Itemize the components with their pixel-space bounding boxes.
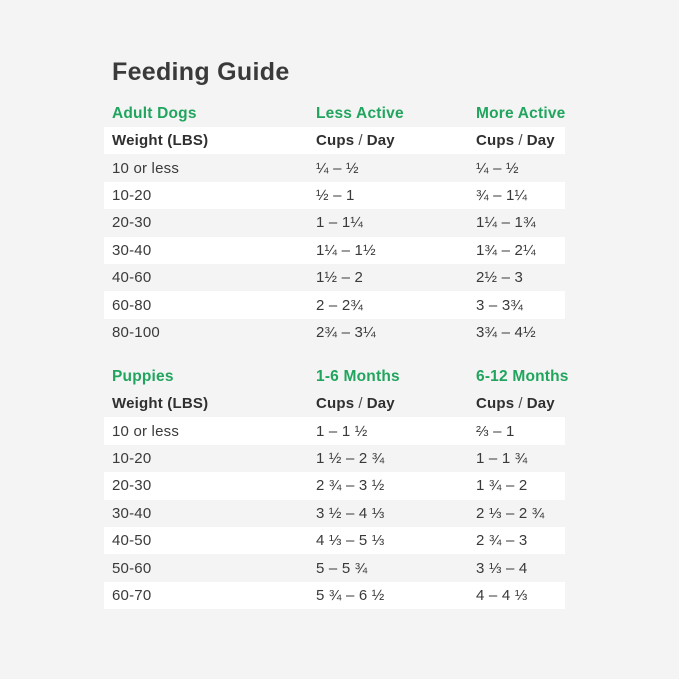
- weight-cell: 10-20: [112, 186, 152, 204]
- slash-text: /: [358, 395, 363, 413]
- table-row: 10-20 ½ – 1 ¾ – 1¼: [104, 181, 565, 210]
- weight-cell: 10-20: [112, 449, 152, 467]
- months-6-12-cell: 3 ⅓ – 4: [476, 559, 528, 577]
- table-row: 10-20 1 ½ – 2 ¾ 1 – 1 ¾: [104, 445, 565, 472]
- day-text: Day: [526, 132, 555, 150]
- adult-dogs-group-header: Adult Dogs Less Active More Active: [104, 100, 565, 127]
- slash-text: /: [518, 132, 523, 150]
- months-1-6-cell: 4 ⅓ – 5 ⅓: [316, 532, 385, 550]
- more-active-cell: 3 – 3¾: [476, 296, 524, 314]
- table-row: 30-40 1¼ – 1½ 1¾ – 2¼: [104, 236, 565, 264]
- months-1-6-label: 1-6 Months: [316, 367, 400, 385]
- weight-cell: 20-30: [112, 477, 152, 495]
- more-active-cell: 2½ – 3: [476, 269, 524, 287]
- table-row: 20-30 1 – 1¼ 1¼ – 1¾: [104, 209, 565, 236]
- cups-day-header: Cups / Day: [316, 395, 476, 412]
- less-active-cell: ¼ – ½: [316, 159, 359, 177]
- cups-day-header: Cups / Day: [476, 395, 565, 412]
- less-active-cell: 1½ – 2: [316, 269, 364, 287]
- weight-cell: 20-30: [112, 214, 152, 232]
- weight-cell: 40-50: [112, 532, 152, 550]
- adult-dogs-rows: Weight (LBS) Cups / Day Cups / Day 10 or les…: [104, 127, 565, 346]
- adult-dogs-table: Adult Dogs Less Active More Active Weigh…: [104, 100, 565, 346]
- puppies-table: Puppies 1-6 Months 6-12 Months Weight (L…: [104, 363, 569, 610]
- months-6-12-cell: 1 – 1 ¾: [476, 449, 528, 467]
- months-6-12-cell: ⅔ – 1: [476, 422, 515, 440]
- puppies-group-header: Puppies 1-6 Months 6-12 Months: [104, 363, 569, 390]
- table-row: 10 or less ¼ – ½ ¼ – ½: [104, 154, 565, 181]
- table-row: 60-80 2 – 2¾ 3 – 3¾: [104, 291, 565, 319]
- column-header-row: Weight (LBS) Cups / Day Cups / Day: [104, 390, 565, 417]
- column-header-row: Weight (LBS) Cups / Day Cups / Day: [104, 127, 565, 155]
- less-active-cell: 2 – 2¾: [316, 296, 364, 314]
- months-6-12-label: 6-12 Months: [476, 367, 569, 385]
- months-1-6-cell: 1 ½ – 2 ¾: [316, 449, 385, 467]
- more-active-cell: ¾ – 1¼: [476, 186, 528, 204]
- table-row: 50-60 5 – 5 ¾ 3 ⅓ – 4: [104, 554, 565, 581]
- page-title: Feeding Guide: [112, 58, 290, 86]
- months-1-6-cell: 5 ¾ – 6 ½: [316, 586, 385, 604]
- table-row: 40-50 4 ⅓ – 5 ⅓ 2 ¾ – 3: [104, 526, 565, 555]
- cups-text: Cups: [476, 395, 515, 413]
- table-row: 10 or less 1 – 1 ½ ⅔ – 1: [104, 417, 565, 445]
- more-active-label: More Active: [476, 104, 566, 122]
- less-active-label: Less Active: [316, 104, 404, 122]
- months-1-6-cell: 2 ¾ – 3 ½: [316, 477, 385, 495]
- more-active-cell: 1¾ – 2¼: [476, 241, 536, 259]
- more-active-cell: ¼ – ½: [476, 159, 519, 177]
- weight-cell: 50-60: [112, 559, 152, 577]
- weight-header: Weight (LBS): [112, 395, 209, 413]
- weight-cell: 30-40: [112, 241, 152, 259]
- weight-header: Weight (LBS): [112, 132, 209, 150]
- weight-cell: 10 or less: [112, 422, 180, 440]
- cups-text: Cups: [316, 132, 355, 150]
- slash-text: /: [358, 132, 363, 150]
- months-6-12-cell: 1 ¾ – 2: [476, 477, 528, 495]
- weight-cell: 60-70: [112, 586, 152, 604]
- table-row: 80-100 2¾ – 3¼ 3¾ – 4½: [104, 319, 565, 346]
- puppies-rows: Weight (LBS) Cups / Day Cups / Day 10 or les…: [104, 390, 565, 610]
- more-active-cell: 1¼ – 1¾: [476, 214, 536, 232]
- day-text: Day: [366, 395, 395, 413]
- less-active-cell: 1 – 1¼: [316, 214, 364, 232]
- day-text: Day: [526, 395, 555, 413]
- weight-cell: 80-100: [112, 323, 160, 341]
- months-6-12-cell: 4 – 4 ⅓: [476, 586, 528, 604]
- weight-cell: 40-60: [112, 269, 152, 287]
- weight-cell: 10 or less: [112, 159, 180, 177]
- weight-cell: 60-80: [112, 296, 152, 314]
- less-active-cell: 1¼ – 1½: [316, 241, 376, 259]
- months-6-12-cell: 2 ¾ – 3: [476, 532, 528, 550]
- cups-text: Cups: [316, 395, 355, 413]
- months-1-6-cell: 1 – 1 ½: [316, 422, 368, 440]
- weight-cell: 30-40: [112, 504, 152, 522]
- months-1-6-cell: 5 – 5 ¾: [316, 559, 368, 577]
- table-row: 40-60 1½ – 2 2½ – 3: [104, 264, 565, 291]
- months-6-12-cell: 2 ⅓ – 2 ¾: [476, 504, 545, 522]
- table-row: 20-30 2 ¾ – 3 ½ 1 ¾ – 2: [104, 472, 565, 500]
- table-row: 30-40 3 ½ – 4 ⅓ 2 ⅓ – 2 ¾: [104, 500, 565, 527]
- cups-day-header: Cups / Day: [316, 132, 476, 149]
- cups-day-header: Cups / Day: [476, 132, 565, 149]
- less-active-cell: 2¾ – 3¼: [316, 323, 376, 341]
- cups-text: Cups: [476, 132, 515, 150]
- more-active-cell: 3¾ – 4½: [476, 323, 536, 341]
- slash-text: /: [518, 395, 523, 413]
- less-active-cell: ½ – 1: [316, 186, 355, 204]
- day-text: Day: [366, 132, 395, 150]
- table-row: 60-70 5 ¾ – 6 ½ 4 – 4 ⅓: [104, 581, 565, 610]
- section-label: Adult Dogs: [112, 104, 197, 122]
- months-1-6-cell: 3 ½ – 4 ⅓: [316, 504, 385, 522]
- section-label: Puppies: [112, 367, 174, 385]
